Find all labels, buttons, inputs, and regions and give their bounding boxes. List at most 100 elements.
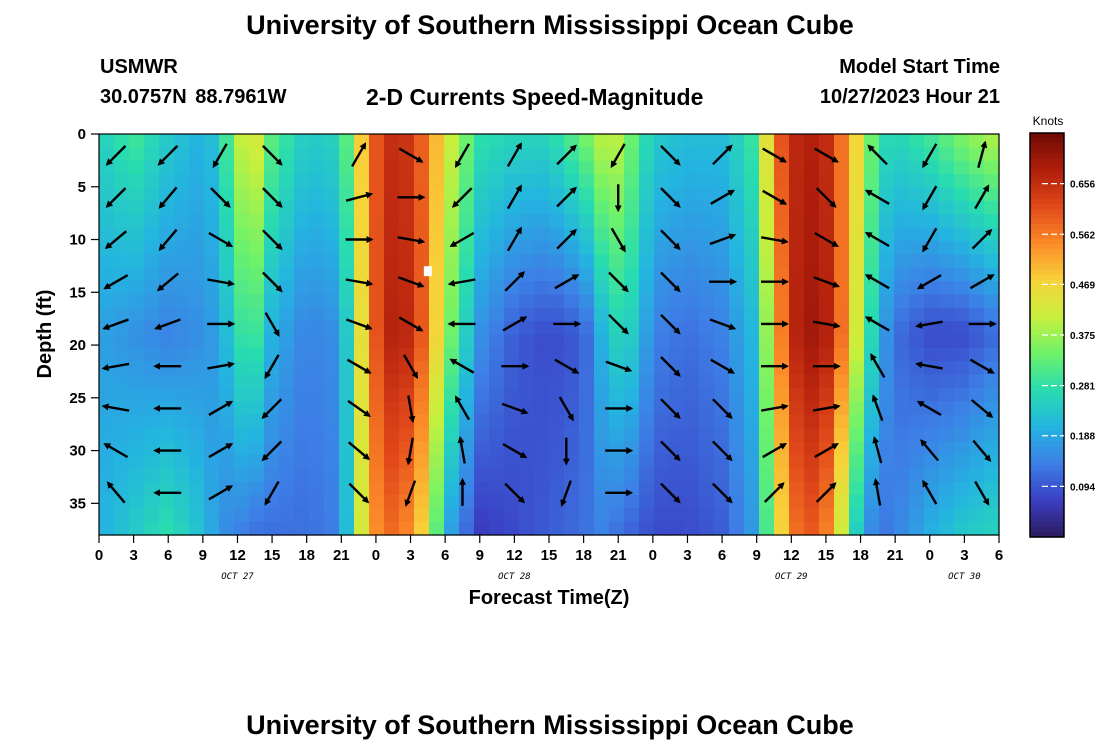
heatmap-cell [129, 294, 145, 309]
heatmap-cell [249, 307, 265, 322]
heatmap-cell [984, 307, 1000, 322]
heatmap-cell [474, 321, 490, 336]
current-vector [554, 274, 580, 290]
heatmap-cell [864, 374, 880, 389]
heatmap-cell [129, 387, 145, 402]
heatmap-cell [324, 200, 340, 215]
heatmap-cell [789, 347, 805, 362]
current-vector [870, 353, 886, 379]
heatmap-cell [534, 454, 550, 469]
heatmap-cell [309, 521, 325, 536]
heatmap-cell [279, 134, 295, 148]
heatmap-cell [954, 508, 970, 523]
colorbar-segment [1030, 531, 1064, 538]
heatmap-cell [564, 494, 580, 509]
date-label: OCT 30 [948, 572, 981, 582]
heatmap-cell [369, 254, 385, 269]
current-vector [207, 278, 235, 287]
heatmap-cell [879, 134, 895, 148]
heatmap-cell [459, 374, 475, 389]
heatmap-cell [834, 147, 850, 162]
date-label: OCT 28 [498, 572, 531, 582]
heatmap-cell [954, 361, 970, 376]
heatmap-cell [324, 227, 340, 242]
heatmap-cell [789, 441, 805, 456]
heatmap-cell [219, 254, 235, 269]
heatmap-cell [624, 414, 640, 429]
heatmap-cell [114, 414, 130, 429]
heatmap-cell [174, 374, 190, 389]
current-vector [972, 439, 992, 463]
colorbar-segment [1030, 360, 1064, 366]
colorbar-segment [1030, 249, 1064, 255]
heatmap-cell [924, 387, 940, 402]
x-tick-label: 3 [129, 547, 137, 564]
heatmap-cell [504, 334, 520, 349]
heatmap-cell [654, 214, 670, 229]
heatmap-cell [279, 401, 295, 416]
heatmap-cell [354, 267, 370, 282]
heatmap-cell [444, 267, 460, 282]
heatmap-cell [534, 134, 550, 148]
current-vector [814, 147, 839, 163]
heatmap-cell [219, 160, 235, 175]
current-vector [208, 231, 234, 248]
heatmap-cell [729, 187, 745, 202]
heatmap-cell [819, 334, 835, 349]
heatmap-cell [144, 494, 160, 509]
heatmap-cell [204, 347, 220, 362]
heatmap-cell [144, 147, 160, 162]
heatmap-cell [879, 401, 895, 416]
heatmap-cell [954, 441, 970, 456]
heatmap-cell [174, 468, 190, 483]
heatmap-cell [174, 174, 190, 189]
heatmap-cell [894, 240, 910, 255]
heatmap-cell [339, 227, 355, 242]
heatmap-cell [729, 401, 745, 416]
heatmap-cell [444, 441, 460, 456]
heatmap-cell [504, 468, 520, 483]
heatmap-cell [804, 428, 820, 443]
heatmap-cell [639, 294, 655, 309]
heatmap-cell [984, 281, 1000, 295]
heatmap-cell [534, 200, 550, 215]
current-vector [712, 440, 733, 462]
heatmap-cell [729, 160, 745, 175]
heatmap-cell [429, 508, 445, 523]
heatmap-cell [159, 187, 175, 202]
heatmap-cell [819, 387, 835, 402]
heatmap-cell [684, 414, 700, 429]
heatmap-cell [954, 401, 970, 416]
heatmap-cell [144, 240, 160, 255]
heatmap-cell [924, 414, 940, 429]
heatmap-cell [279, 374, 295, 389]
heatmap-cell [669, 468, 685, 483]
colorbar-segment [1030, 208, 1064, 215]
heatmap-cell [744, 481, 760, 496]
heatmap-cell [489, 214, 505, 229]
heatmap-cell [954, 281, 970, 295]
heatmap-cell [939, 227, 955, 242]
heatmap-cell [444, 347, 460, 362]
heatmap-cell [489, 508, 505, 523]
heatmap-cell [159, 414, 175, 429]
heatmap-cell [819, 347, 835, 362]
heatmap-cell [414, 214, 430, 229]
heatmap-cell [459, 267, 475, 282]
current-vector [709, 318, 737, 330]
heatmap-cell [474, 187, 490, 202]
current-vector [154, 318, 181, 330]
heatmap-cell [939, 214, 955, 229]
heatmap-cell [984, 387, 1000, 402]
heatmap-cell [474, 428, 490, 443]
heatmap-cell [189, 294, 205, 309]
heatmap-cell [894, 254, 910, 269]
date-label: OCT 27 [221, 572, 254, 582]
colorbar-segment [1030, 223, 1064, 230]
heatmap-cell [294, 521, 310, 536]
heatmap-cell [519, 227, 535, 242]
heatmap-cell [984, 428, 1000, 443]
heatmap-cell [339, 414, 355, 429]
current-vector [554, 358, 580, 374]
heatmap-cell [909, 227, 925, 242]
